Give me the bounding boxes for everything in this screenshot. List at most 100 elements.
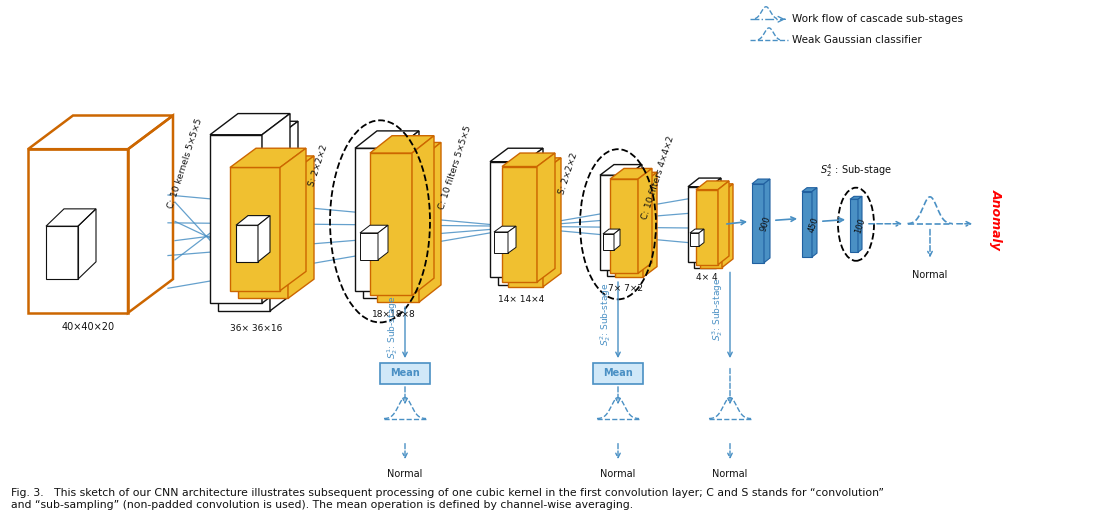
Polygon shape xyxy=(210,135,262,303)
Text: Normal: Normal xyxy=(387,469,422,479)
Polygon shape xyxy=(502,153,555,166)
Polygon shape xyxy=(508,171,543,287)
Polygon shape xyxy=(498,170,533,285)
Text: C: 10 filters 4×4×2: C: 10 filters 4×4×2 xyxy=(640,135,676,221)
Polygon shape xyxy=(599,175,628,269)
Polygon shape xyxy=(710,178,721,262)
Polygon shape xyxy=(238,175,288,298)
Polygon shape xyxy=(378,225,388,260)
Polygon shape xyxy=(607,171,649,182)
Text: C: 10 kernels 5×5×5: C: 10 kernels 5×5×5 xyxy=(166,118,204,210)
Polygon shape xyxy=(236,225,258,262)
Polygon shape xyxy=(490,148,543,162)
Polygon shape xyxy=(502,166,538,282)
Polygon shape xyxy=(615,172,657,183)
Polygon shape xyxy=(752,179,770,184)
Polygon shape xyxy=(693,184,727,193)
Polygon shape xyxy=(377,142,441,160)
Polygon shape xyxy=(690,229,705,233)
Polygon shape xyxy=(525,148,543,277)
Polygon shape xyxy=(359,233,378,260)
Text: Mean: Mean xyxy=(603,369,633,379)
Text: Normal: Normal xyxy=(912,270,948,280)
Text: Normal: Normal xyxy=(712,469,748,479)
Polygon shape xyxy=(210,113,290,135)
Polygon shape xyxy=(543,158,561,287)
Text: 18×18×8: 18×18×8 xyxy=(372,310,416,319)
Text: Mean: Mean xyxy=(390,369,420,379)
Polygon shape xyxy=(700,184,733,193)
Polygon shape xyxy=(716,184,727,268)
Polygon shape xyxy=(236,216,270,225)
Text: 40×40×20: 40×40×20 xyxy=(62,322,115,332)
Polygon shape xyxy=(363,156,405,298)
Polygon shape xyxy=(363,139,427,156)
Text: Work flow of cascade sub-stages: Work flow of cascade sub-stages xyxy=(792,14,963,24)
Polygon shape xyxy=(538,153,555,282)
Text: 4× 4: 4× 4 xyxy=(696,274,718,282)
Polygon shape xyxy=(688,187,710,262)
Polygon shape xyxy=(696,181,729,190)
Polygon shape xyxy=(490,162,525,277)
Polygon shape xyxy=(802,188,817,192)
Polygon shape xyxy=(693,193,716,268)
Text: S: 2×2×2: S: 2×2×2 xyxy=(307,143,328,187)
Polygon shape xyxy=(764,179,770,262)
Polygon shape xyxy=(413,135,434,296)
Polygon shape xyxy=(688,178,721,187)
Text: 36× 36×16: 36× 36×16 xyxy=(230,324,282,333)
Polygon shape xyxy=(851,200,858,252)
Polygon shape xyxy=(419,142,441,302)
Polygon shape xyxy=(280,148,306,291)
Polygon shape xyxy=(690,233,699,246)
FancyBboxPatch shape xyxy=(593,363,643,384)
Polygon shape xyxy=(270,121,298,311)
Polygon shape xyxy=(218,142,270,311)
Polygon shape xyxy=(498,156,551,170)
Polygon shape xyxy=(494,226,517,232)
Text: Anomaly: Anomaly xyxy=(990,188,1003,249)
Polygon shape xyxy=(359,225,388,233)
Polygon shape xyxy=(638,169,653,274)
Text: 14× 14×4: 14× 14×4 xyxy=(499,295,544,303)
Polygon shape xyxy=(494,232,508,253)
Polygon shape xyxy=(614,229,620,250)
Polygon shape xyxy=(405,139,427,298)
Text: $S_2^1$: Sub-stage: $S_2^1$: Sub-stage xyxy=(386,295,400,359)
Polygon shape xyxy=(355,131,419,148)
Polygon shape xyxy=(851,196,862,200)
Polygon shape xyxy=(607,182,635,276)
Polygon shape xyxy=(371,153,413,296)
Text: Weak Gaussian classifier: Weak Gaussian classifier xyxy=(792,35,921,46)
Polygon shape xyxy=(643,172,657,277)
Polygon shape xyxy=(700,193,722,268)
Polygon shape xyxy=(699,229,705,246)
Polygon shape xyxy=(288,156,314,298)
Polygon shape xyxy=(635,171,649,276)
Polygon shape xyxy=(603,229,620,234)
Text: Normal: Normal xyxy=(601,469,636,479)
Polygon shape xyxy=(508,226,517,253)
Polygon shape xyxy=(230,167,280,291)
Polygon shape xyxy=(218,121,298,142)
Polygon shape xyxy=(262,113,290,303)
Polygon shape xyxy=(696,190,718,265)
Text: $S_2^3$: Sub-stage: $S_2^3$: Sub-stage xyxy=(710,278,726,341)
Text: Fig. 3.   This sketch of our CNN architecture illustrates subsequent processing : Fig. 3. This sketch of our CNN architect… xyxy=(11,488,884,510)
Polygon shape xyxy=(722,184,733,268)
Polygon shape xyxy=(258,216,270,262)
Polygon shape xyxy=(718,181,729,265)
Polygon shape xyxy=(238,156,314,175)
Polygon shape xyxy=(611,169,653,179)
Text: C: 10 filters 5×5×5: C: 10 filters 5×5×5 xyxy=(437,124,473,211)
Text: 7× 7×2: 7× 7×2 xyxy=(608,284,644,293)
Polygon shape xyxy=(603,234,614,250)
Text: 100: 100 xyxy=(854,217,867,235)
Polygon shape xyxy=(397,131,419,291)
Polygon shape xyxy=(371,135,434,153)
FancyBboxPatch shape xyxy=(380,363,430,384)
Text: $S_2^4$ : Sub-stage: $S_2^4$ : Sub-stage xyxy=(821,162,891,179)
Polygon shape xyxy=(858,196,862,252)
Polygon shape xyxy=(752,184,764,262)
Polygon shape xyxy=(533,156,551,285)
